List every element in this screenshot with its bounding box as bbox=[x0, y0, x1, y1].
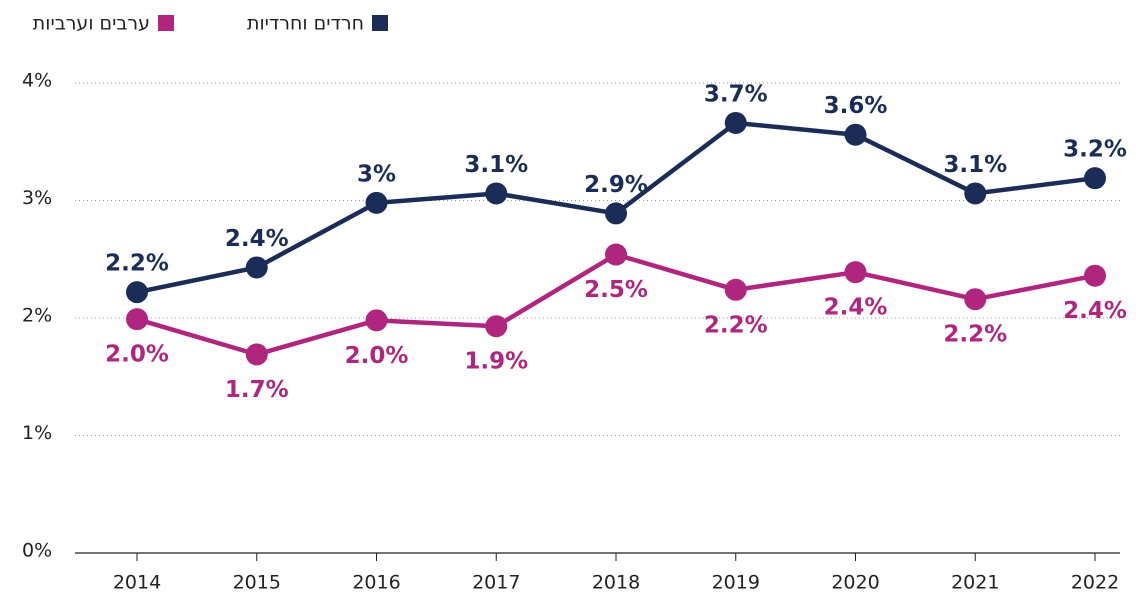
x-tick-label: 2021 bbox=[951, 572, 999, 594]
data-point bbox=[245, 343, 268, 366]
data-label: 2.9% bbox=[584, 172, 648, 198]
y-tick-label: 1% bbox=[22, 422, 52, 444]
data-label: 2.4% bbox=[225, 226, 289, 252]
data-label: 3% bbox=[357, 161, 396, 187]
data-label: 2.2% bbox=[943, 322, 1007, 348]
data-label: 2.4% bbox=[1063, 298, 1127, 324]
data-point bbox=[1084, 167, 1106, 190]
x-tick-label: 2016 bbox=[352, 572, 400, 594]
data-point bbox=[964, 182, 987, 205]
data-point bbox=[605, 243, 627, 266]
data-label: 3.1% bbox=[464, 152, 528, 178]
data-point bbox=[605, 202, 627, 225]
data-point bbox=[964, 288, 987, 311]
data-label: 2.5% bbox=[584, 277, 648, 303]
data-label: 2.0% bbox=[105, 342, 169, 368]
data-label: 2.2% bbox=[105, 251, 169, 277]
y-tick-label: 0% bbox=[22, 540, 52, 562]
data-point bbox=[126, 281, 148, 304]
data-point bbox=[844, 261, 867, 284]
data-label: 3.6% bbox=[824, 93, 888, 119]
data-label: 2.0% bbox=[345, 343, 409, 369]
data-point bbox=[1084, 264, 1106, 287]
data-label: 3.7% bbox=[704, 81, 768, 107]
y-tick-label: 3% bbox=[22, 187, 52, 209]
data-point bbox=[365, 191, 388, 214]
x-tick-label: 2020 bbox=[831, 572, 879, 594]
legend-swatch bbox=[158, 15, 174, 31]
x-tick-label: 2022 bbox=[1071, 572, 1119, 594]
legend-swatch bbox=[372, 15, 388, 31]
x-tick-label: 2014 bbox=[113, 572, 161, 594]
y-tick-label: 4% bbox=[22, 70, 52, 92]
data-label: 1.9% bbox=[464, 349, 528, 375]
x-tick-label: 2018 bbox=[592, 572, 640, 594]
data-point bbox=[485, 315, 508, 338]
data-label: 2.4% bbox=[824, 295, 888, 321]
data-point bbox=[365, 309, 388, 332]
data-point bbox=[485, 182, 508, 205]
data-label: 3.1% bbox=[943, 152, 1007, 178]
data-point bbox=[724, 111, 747, 134]
x-tick-label: 2015 bbox=[233, 572, 281, 594]
data-point bbox=[844, 123, 867, 146]
x-tick-label: 2019 bbox=[712, 572, 760, 594]
data-point bbox=[724, 278, 747, 301]
y-tick-label: 2% bbox=[22, 305, 52, 327]
data-point bbox=[126, 308, 148, 331]
x-tick-label: 2017 bbox=[472, 572, 520, 594]
data-point bbox=[245, 256, 268, 279]
legend-label: ערבים וערביות bbox=[33, 13, 150, 35]
legend-label: חרדים וחרדיות bbox=[247, 13, 364, 35]
data-label: 3.2% bbox=[1063, 137, 1127, 163]
data-label: 2.2% bbox=[704, 312, 768, 338]
data-label: 1.7% bbox=[225, 377, 289, 403]
